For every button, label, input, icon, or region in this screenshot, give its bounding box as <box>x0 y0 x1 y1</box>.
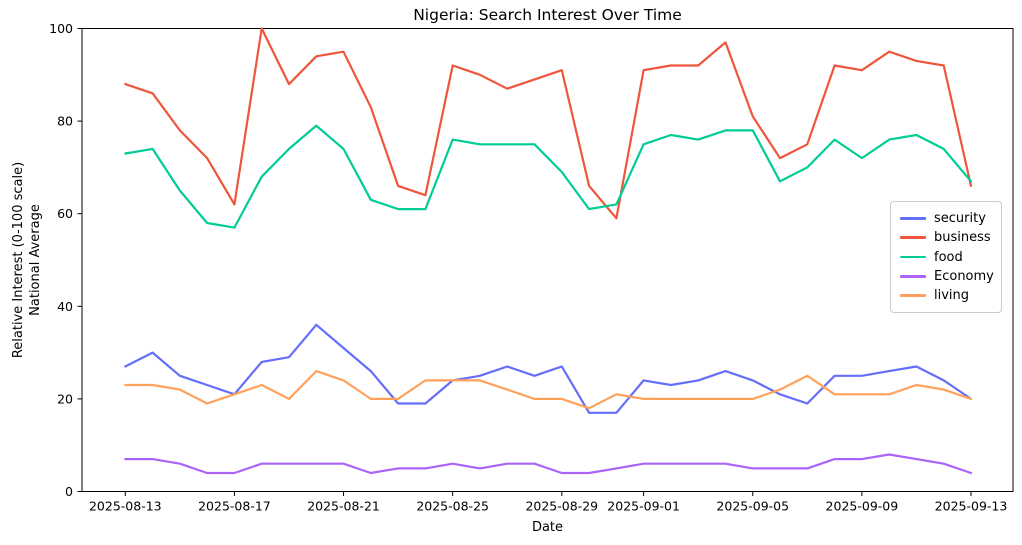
series-line-Economy <box>124 453 973 475</box>
legend-label: business <box>934 230 991 246</box>
plot-frame <box>81 28 1014 492</box>
legend: security business food Economy living <box>890 201 1002 313</box>
x-tick-label: 2025-09-01 <box>607 499 680 514</box>
legend-label: Economy <box>934 268 994 284</box>
x-tick-label: 2025-08-13 <box>89 499 162 514</box>
y-tick-label: 20 <box>57 391 73 406</box>
y-axis-label: Relative Interest (0-100 scale) National … <box>11 162 43 358</box>
series-line-business <box>124 27 973 220</box>
y-tick-label: 60 <box>57 206 73 221</box>
x-tick-label: 2025-08-21 <box>307 499 380 514</box>
legend-label: security <box>934 211 986 226</box>
series-line-food <box>124 124 973 229</box>
x-tick-label: 2025-08-25 <box>416 499 489 514</box>
x-tick-label: 2025-09-09 <box>826 499 899 514</box>
legend-swatch-business <box>900 236 926 240</box>
y-tick-label: 100 <box>49 21 73 36</box>
legend-item-food: food <box>900 248 991 267</box>
legend-item-Economy: Economy <box>900 267 994 286</box>
x-tick-label: 2025-08-29 <box>525 499 598 514</box>
x-tick-label: 2025-09-13 <box>935 499 1008 514</box>
legend-swatch-Economy <box>900 274 926 278</box>
legend-swatch-security <box>900 217 926 220</box>
legend-item-security: security <box>900 209 991 228</box>
x-axis-label: Date <box>532 520 563 535</box>
y-tick-label: 0 <box>65 484 73 499</box>
legend-swatch-food <box>900 255 926 259</box>
series-line-security <box>124 323 973 414</box>
y-tick-label: 40 <box>57 299 73 314</box>
chart-title: Nigeria: Search Interest Over Time <box>413 6 682 24</box>
x-tick-label: 2025-09-05 <box>716 499 789 514</box>
y-tick-label: 80 <box>57 114 73 129</box>
legend-label: food <box>934 249 963 265</box>
legend-item-business: business <box>900 228 991 247</box>
legend-item-living: living <box>900 286 991 305</box>
legend-label: living <box>934 288 970 303</box>
legend-swatch-living <box>900 294 926 297</box>
x-tick-label: 2025-08-17 <box>198 499 271 514</box>
series-line-living <box>124 370 973 410</box>
